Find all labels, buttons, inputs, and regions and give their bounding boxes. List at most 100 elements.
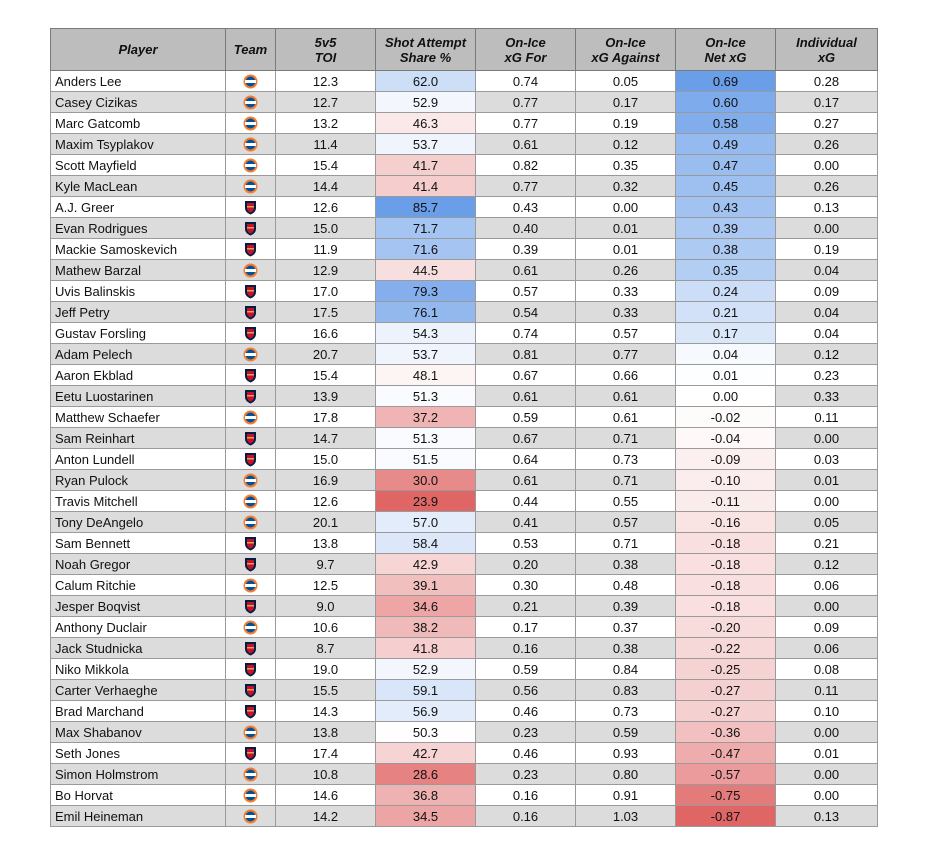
shot-attempt-share-value: 57.0 <box>375 511 476 533</box>
table-row: Max Shabanov 13.8 50.3 0.23 0.59 -0.36 0.00 <box>50 721 878 743</box>
team-logo-cell <box>225 217 276 239</box>
toi-value: 14.3 <box>275 700 376 722</box>
table-row: Anthony Duclair 10.6 38.2 0.17 0.37 -0.20 0.09 <box>50 616 878 638</box>
shot-attempt-share-value: 58.4 <box>375 532 476 554</box>
player-name: Mackie Samoskevich <box>50 238 226 260</box>
individual-xg-value: 0.06 <box>775 574 878 596</box>
toi-value: 14.6 <box>275 784 376 806</box>
new-york-islanders-logo <box>243 179 258 194</box>
individual-xg-value: 0.01 <box>775 469 878 491</box>
florida-panthers-logo <box>243 599 258 614</box>
header-player: Player <box>50 28 226 71</box>
table-row: Niko Mikkola 19.0 52.9 0.59 0.84 -0.25 0.08 <box>50 658 878 680</box>
xg-against-value: 0.55 <box>575 490 676 512</box>
new-york-islanders-logo <box>243 137 258 152</box>
shot-attempt-share-value: 42.9 <box>375 553 476 575</box>
individual-xg-value: 0.11 <box>775 406 878 428</box>
new-york-islanders-logo <box>243 725 258 740</box>
table-row: Maxim Tsyplakov 11.4 53.7 0.61 0.12 0.49 0.26 <box>50 133 878 155</box>
team-logo-cell <box>225 448 276 470</box>
table-row: Brad Marchand 14.3 56.9 0.46 0.73 -0.27 0.10 <box>50 700 878 722</box>
table-row: A.J. Greer 12.6 85.7 0.43 0.00 0.43 0.13 <box>50 196 878 218</box>
shot-attempt-share-value: 34.5 <box>375 805 476 827</box>
xg-for-value: 0.44 <box>475 490 576 512</box>
net-xg-value: -0.27 <box>675 700 776 722</box>
individual-xg-value: 0.08 <box>775 658 878 680</box>
toi-value: 20.1 <box>275 511 376 533</box>
new-york-islanders-logo <box>243 809 258 824</box>
team-logo-cell <box>225 364 276 386</box>
net-xg-value: -0.57 <box>675 763 776 785</box>
xg-for-value: 0.77 <box>475 112 576 134</box>
team-logo-cell <box>225 490 276 512</box>
xg-for-value: 0.67 <box>475 364 576 386</box>
player-name: Scott Mayfield <box>50 154 226 176</box>
xg-for-value: 0.56 <box>475 679 576 701</box>
toi-value: 12.6 <box>275 490 376 512</box>
individual-xg-value: 0.26 <box>775 175 878 197</box>
net-xg-value: -0.18 <box>675 595 776 617</box>
net-xg-value: -0.18 <box>675 532 776 554</box>
xg-against-value: 0.17 <box>575 91 676 113</box>
team-logo-cell <box>225 322 276 344</box>
table-row: Jesper Boqvist 9.0 34.6 0.21 0.39 -0.18 0.00 <box>50 595 878 617</box>
player-name: Uvis Balinskis <box>50 280 226 302</box>
xg-against-value: 0.33 <box>575 280 676 302</box>
individual-xg-value: 0.13 <box>775 196 878 218</box>
net-xg-value: 0.69 <box>675 70 776 92</box>
shot-attempt-share-value: 42.7 <box>375 742 476 764</box>
xg-against-value: 0.39 <box>575 595 676 617</box>
new-york-islanders-logo <box>243 767 258 782</box>
player-name: Anton Lundell <box>50 448 226 470</box>
florida-panthers-logo <box>243 389 258 404</box>
xg-against-value: 1.03 <box>575 805 676 827</box>
header-net-xg: On-Ice Net xG <box>675 28 776 71</box>
xg-against-value: 0.77 <box>575 343 676 365</box>
xg-for-value: 0.41 <box>475 511 576 533</box>
player-name: Eetu Luostarinen <box>50 385 226 407</box>
shot-attempt-share-value: 50.3 <box>375 721 476 743</box>
player-name: Tony DeAngelo <box>50 511 226 533</box>
toi-value: 12.9 <box>275 259 376 281</box>
table-row: Calum Ritchie 12.5 39.1 0.30 0.48 -0.18 0.06 <box>50 574 878 596</box>
xg-for-value: 0.40 <box>475 217 576 239</box>
table-row: Mackie Samoskevich 11.9 71.6 0.39 0.01 0.38 0.… <box>50 238 878 260</box>
player-name: Kyle MacLean <box>50 175 226 197</box>
net-xg-value: 0.04 <box>675 343 776 365</box>
net-xg-value: -0.09 <box>675 448 776 470</box>
xg-for-value: 0.17 <box>475 616 576 638</box>
xg-against-value: 0.73 <box>575 448 676 470</box>
new-york-islanders-logo <box>243 116 258 131</box>
xg-against-value: 0.01 <box>575 238 676 260</box>
xg-for-value: 0.59 <box>475 406 576 428</box>
toi-value: 9.7 <box>275 553 376 575</box>
team-logo-cell <box>225 679 276 701</box>
individual-xg-value: 0.00 <box>775 721 878 743</box>
shot-attempt-share-value: 46.3 <box>375 112 476 134</box>
florida-panthers-logo <box>243 683 258 698</box>
xg-for-value: 0.39 <box>475 238 576 260</box>
player-name: Maxim Tsyplakov <box>50 133 226 155</box>
toi-value: 12.6 <box>275 196 376 218</box>
team-logo-cell <box>225 511 276 533</box>
shot-attempt-share-value: 38.2 <box>375 616 476 638</box>
player-name: Jeff Petry <box>50 301 226 323</box>
toi-value: 14.4 <box>275 175 376 197</box>
xg-for-value: 0.61 <box>475 259 576 281</box>
individual-xg-value: 0.04 <box>775 301 878 323</box>
xg-for-value: 0.81 <box>475 343 576 365</box>
xg-for-value: 0.64 <box>475 448 576 470</box>
xg-for-value: 0.74 <box>475 322 576 344</box>
player-name: Niko Mikkola <box>50 658 226 680</box>
net-xg-value: 0.49 <box>675 133 776 155</box>
xg-for-value: 0.57 <box>475 280 576 302</box>
xg-for-value: 0.61 <box>475 385 576 407</box>
individual-xg-value: 0.00 <box>775 490 878 512</box>
player-name: Matthew Schaefer <box>50 406 226 428</box>
florida-panthers-logo <box>243 704 258 719</box>
xg-against-value: 0.71 <box>575 532 676 554</box>
toi-value: 11.9 <box>275 238 376 260</box>
shot-attempt-share-value: 52.9 <box>375 91 476 113</box>
florida-panthers-logo <box>243 284 258 299</box>
xg-for-value: 0.61 <box>475 469 576 491</box>
